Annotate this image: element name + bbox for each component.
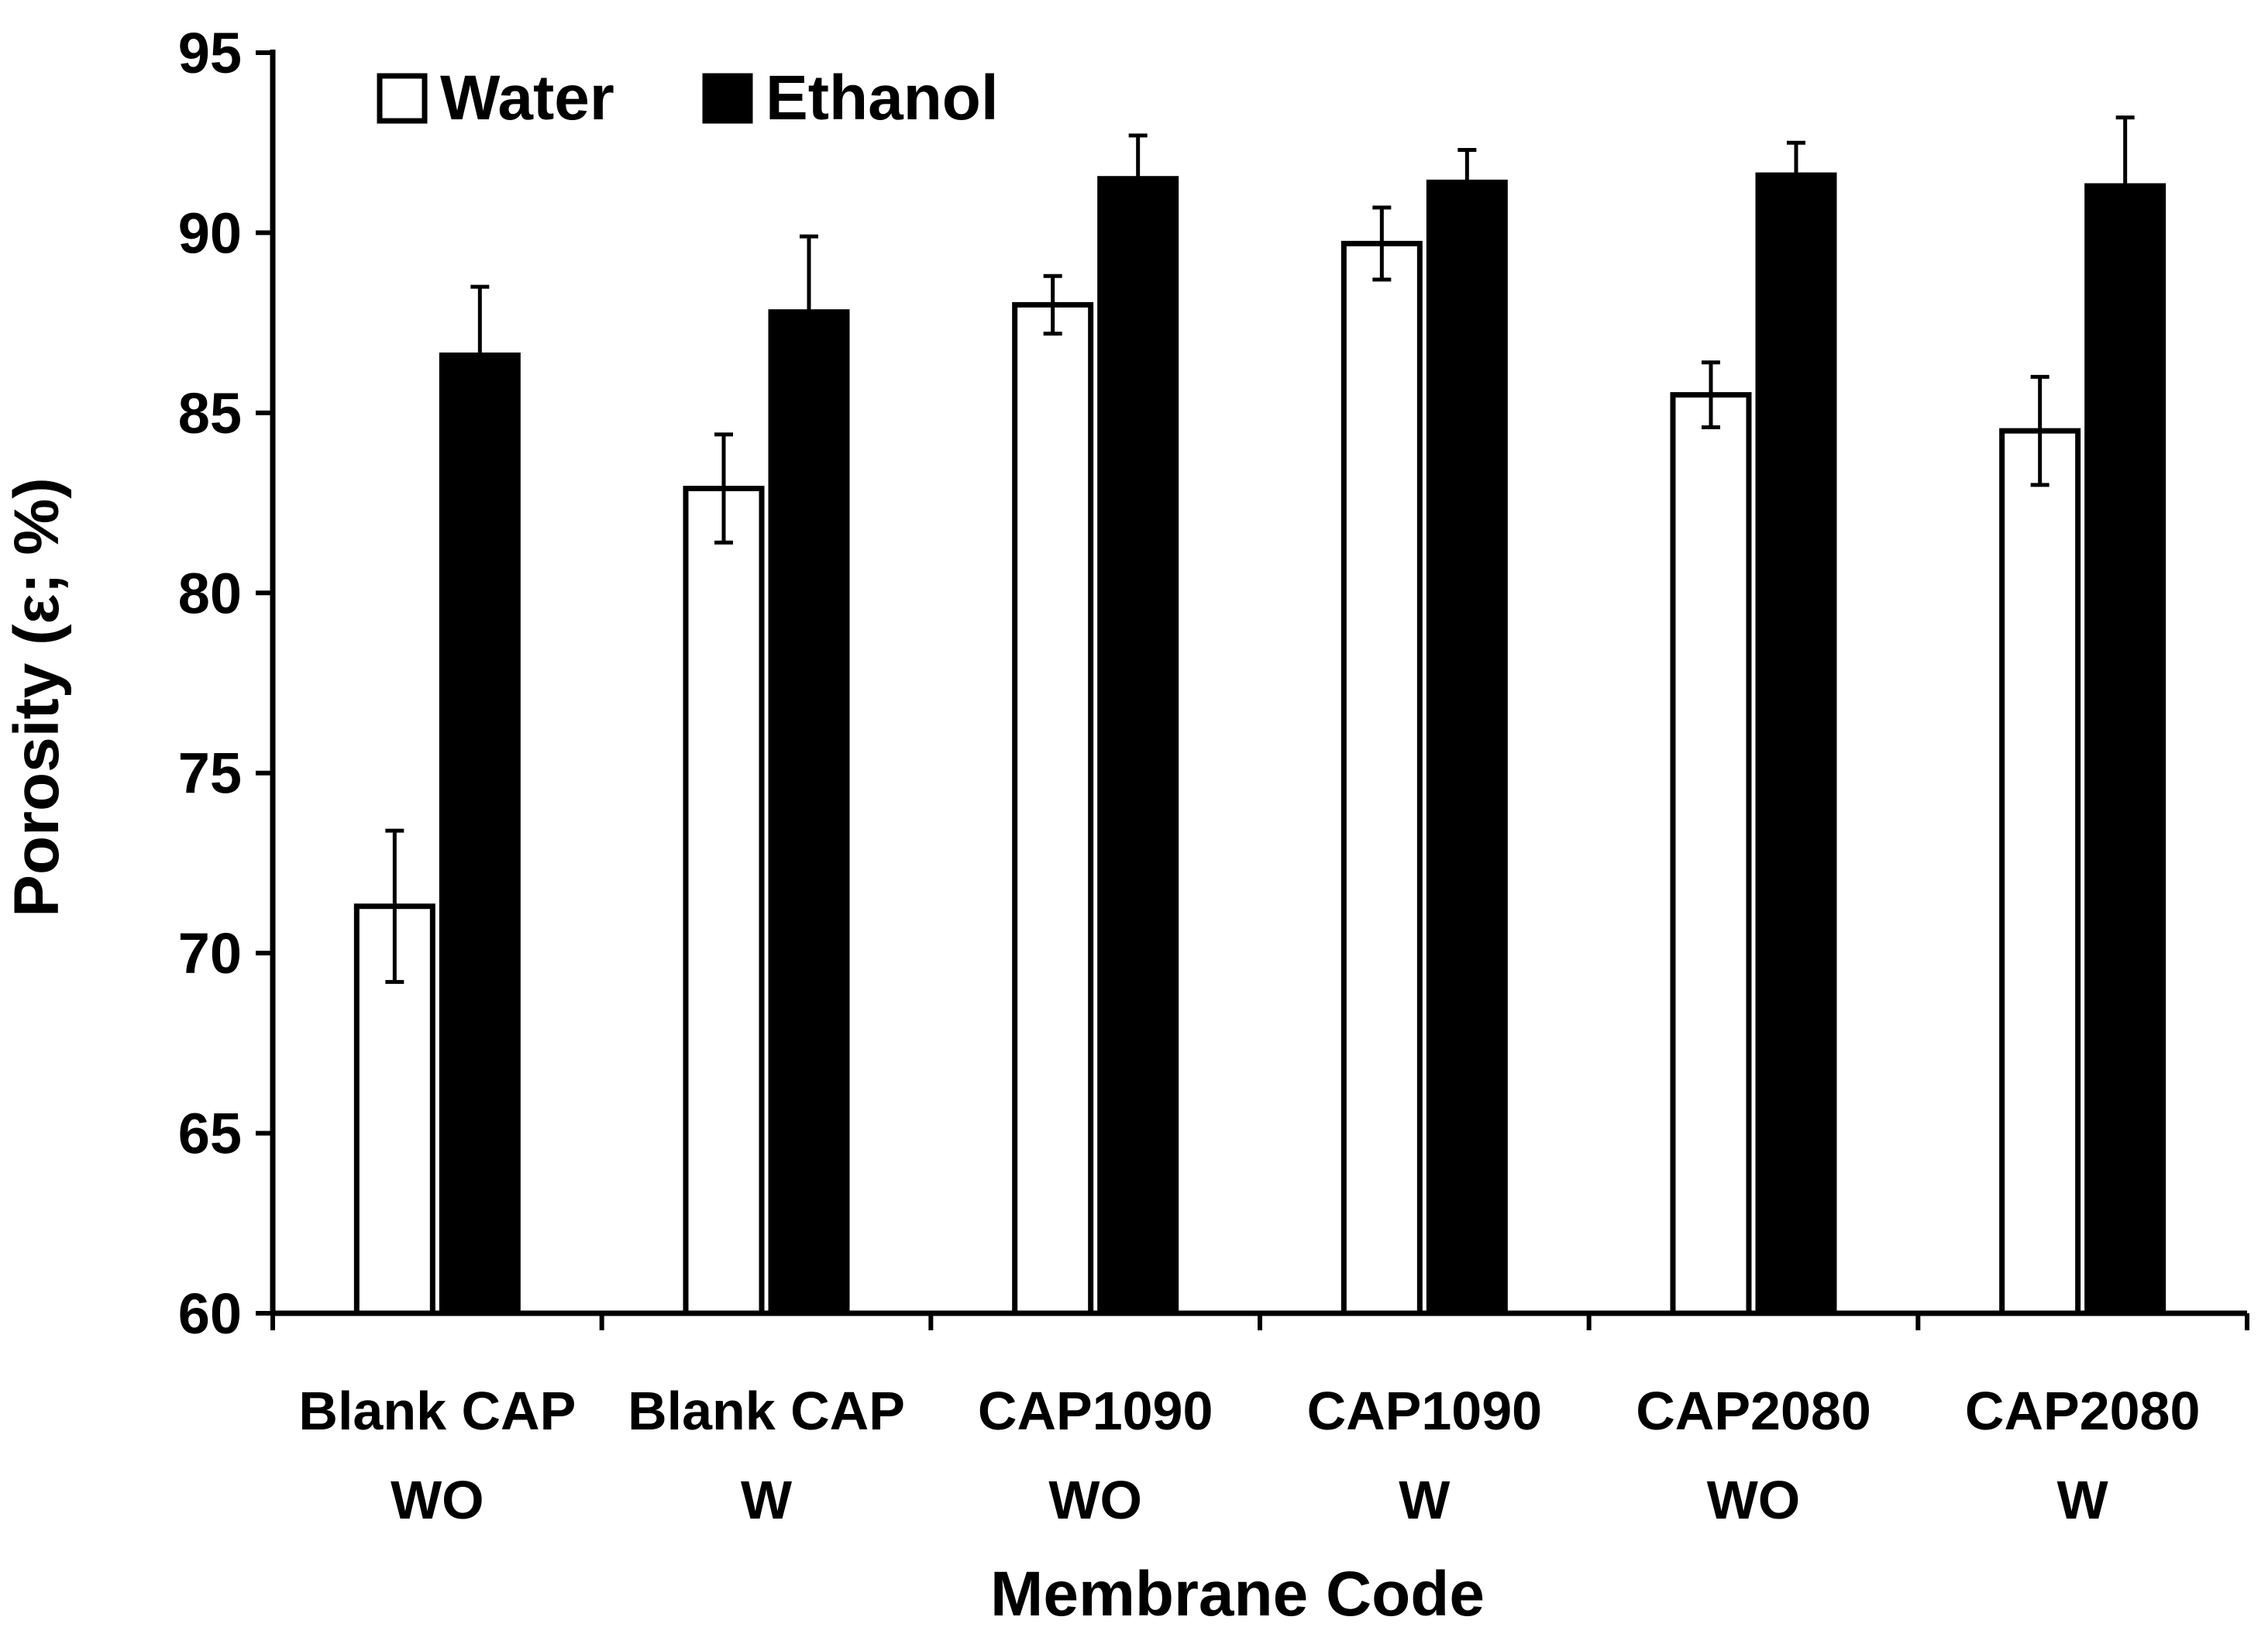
bars-group — [353, 115, 2166, 1316]
y-tick-label: 70 — [178, 921, 242, 986]
legend: Water Ethanol — [377, 63, 999, 133]
bar-water — [1012, 301, 1094, 1316]
x-axis-title: Membrane Code — [990, 1559, 1485, 1629]
bar-ethanol — [2084, 183, 2166, 1316]
legend-label-water: Water — [440, 63, 614, 133]
bar-water — [1340, 240, 1423, 1316]
y-tick-label: 60 — [178, 1281, 242, 1346]
x-category-sublabel: W — [741, 1470, 792, 1530]
bar-ethanol — [1426, 179, 1508, 1316]
tick-labels: 60 65 70 75 80 85 90 95 Blank CAP WO Blank CAP W CAP… — [178, 21, 2201, 1530]
y-tick-label: 80 — [178, 561, 242, 625]
x-category-sublabel: W — [2057, 1470, 2108, 1530]
x-category-sublabel: WO — [1707, 1470, 1801, 1530]
x-category-label: CAP2080 — [1636, 1381, 1871, 1441]
x-category-label: CAP1090 — [1307, 1381, 1543, 1441]
y-tick-label: 95 — [178, 21, 242, 85]
bar-water — [683, 485, 765, 1316]
bar-water — [1670, 392, 1752, 1316]
y-tick-label: 75 — [178, 741, 242, 806]
legend-swatch-water — [377, 73, 428, 124]
bar-ethanol — [768, 309, 850, 1316]
x-category-sublabel: W — [1399, 1470, 1450, 1530]
bar-ethanol — [1097, 176, 1179, 1316]
y-tick-label: 85 — [178, 381, 242, 446]
bar-ethanol — [1755, 172, 1837, 1316]
x-category-label: Blank CAP — [628, 1381, 905, 1441]
x-category-label: CAP1090 — [978, 1381, 1213, 1441]
bar-water — [1999, 428, 2081, 1316]
y-axis-title: Porosity (ε; %) — [2, 477, 72, 917]
legend-label-ethanol: Ethanol — [766, 63, 999, 133]
x-category-sublabel: WO — [1048, 1470, 1142, 1530]
x-category-sublabel: WO — [391, 1470, 484, 1530]
bar-ethanol — [439, 352, 521, 1316]
legend-swatch-ethanol — [702, 73, 753, 124]
x-category-label: Blank CAP — [298, 1381, 576, 1441]
y-tick-label: 65 — [178, 1102, 242, 1166]
y-tick-label: 90 — [178, 201, 242, 265]
x-category-label: CAP2080 — [1965, 1381, 2201, 1441]
axes — [256, 50, 2249, 1330]
